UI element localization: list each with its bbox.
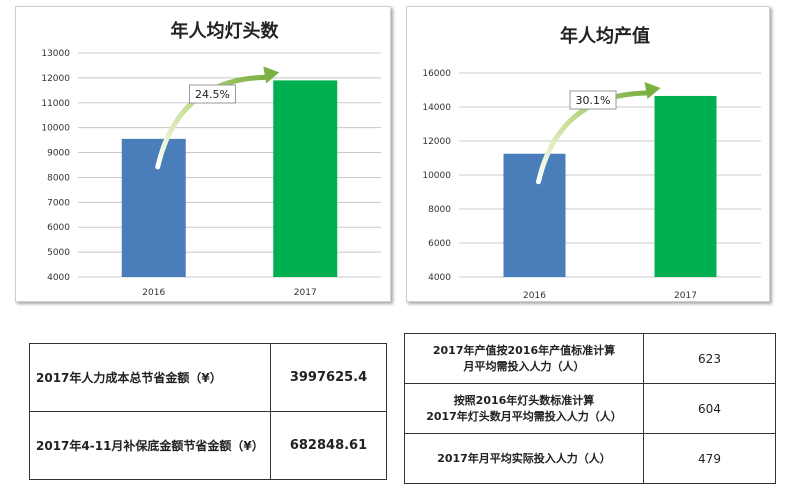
- y-tick-label: 4000: [428, 273, 451, 283]
- chart-title: 年人均灯头数: [171, 20, 280, 42]
- staffing-by-lamp-standard-value: 604: [643, 383, 776, 434]
- y-tick-label: 8000: [47, 173, 70, 183]
- bar-2017: [273, 80, 338, 277]
- minimum-guarantee-savings-label: 2017年4-11月补保底金额节省金额（¥）: [29, 411, 271, 480]
- growth-percentage-label: 30.1%: [576, 94, 611, 107]
- y-tick-label: 12000: [422, 137, 451, 147]
- y-tick-label: 11000: [41, 99, 70, 109]
- growth-label-box: [189, 84, 236, 104]
- staffing-by-output-standard-value: 623: [643, 333, 776, 384]
- growth-label-box: [569, 90, 617, 110]
- bar-2016: [121, 138, 186, 277]
- staffing-by-output-standard-label: 2017年产值按2016年产值标准计算 月平均需投入人力（人）: [404, 333, 644, 384]
- bar-2016: [503, 153, 566, 277]
- x-tick-label: 2016: [142, 288, 165, 298]
- staffing-comparison-table: 2017年产值按2016年产值标准计算 月平均需投入人力（人） 623 按照20…: [404, 333, 776, 484]
- y-tick-label: 14000: [422, 103, 451, 113]
- table-row: 2017年4-11月补保底金额节省金额（¥） 682848.61: [29, 411, 387, 480]
- growth-arrow-head: [263, 66, 280, 84]
- total-labor-cost-savings-value: 3997625.4: [270, 343, 387, 412]
- y-tick-label: 16000: [422, 69, 451, 79]
- cost-savings-table: 2017年人力成本总节省金额（¥） 3997625.4 2017年4-11月补保…: [29, 343, 387, 480]
- output-per-capita-chart: 年人均产值 4000 6000 8000 10000 12000 14000 16000 201…: [422, 25, 761, 301]
- table-row: 按照2016年灯头数标准计算 2017年灯头数月平均需投入人力（人） 604: [404, 383, 776, 434]
- y-tick-label: 6000: [47, 223, 70, 233]
- growth-arrow: [536, 90, 649, 185]
- staffing-by-lamp-standard-label: 按照2016年灯头数标准计算 2017年灯头数月平均需投入人力（人）: [404, 383, 644, 434]
- table-row: 2017年人力成本总节省金额（¥） 3997625.4: [29, 343, 387, 412]
- lamp-heads-per-capita-chart-panel: 年人均灯头数 4000 5000 6000 7000 8000 9000 10000 11000…: [15, 6, 391, 302]
- y-tick-label: 5000: [47, 248, 70, 258]
- x-tick-label: 2016: [523, 291, 546, 301]
- output-per-capita-chart-panel: 年人均产值 4000 6000 8000 10000 12000 14000 16000 201…: [406, 6, 770, 302]
- y-tick-label: 8000: [428, 205, 451, 215]
- total-labor-cost-savings-label: 2017年人力成本总节省金额（¥）: [29, 343, 271, 412]
- actual-staffing-value: 479: [643, 433, 776, 484]
- y-tick-label: 10000: [41, 124, 70, 134]
- y-tick-label: 9000: [47, 149, 70, 159]
- minimum-guarantee-savings-value: 682848.61: [270, 411, 387, 480]
- x-tick-label: 2017: [294, 288, 317, 298]
- chart-title: 年人均产值: [560, 25, 650, 47]
- growth-percentage-label: 24.5%: [195, 88, 230, 101]
- x-tick-label: 2017: [674, 291, 697, 301]
- lamp-heads-per-capita-chart: 年人均灯头数 4000 5000 6000 7000 8000 9000 10000 11000…: [41, 20, 381, 298]
- table-row: 2017年产值按2016年产值标准计算 月平均需投入人力（人） 623: [404, 333, 776, 384]
- actual-staffing-label: 2017年月平均实际投入人力（人）: [404, 433, 644, 484]
- y-tick-label: 6000: [428, 239, 451, 249]
- y-tick-label: 12000: [41, 74, 70, 84]
- y-tick-label: 10000: [422, 171, 451, 181]
- y-tick-label: 7000: [47, 198, 70, 208]
- y-tick-label: 13000: [41, 49, 70, 59]
- growth-arrow-head: [644, 81, 661, 99]
- bar-2017: [654, 95, 717, 277]
- y-tick-label: 4000: [47, 273, 70, 283]
- table-row: 2017年月平均实际投入人力（人） 479: [404, 433, 776, 484]
